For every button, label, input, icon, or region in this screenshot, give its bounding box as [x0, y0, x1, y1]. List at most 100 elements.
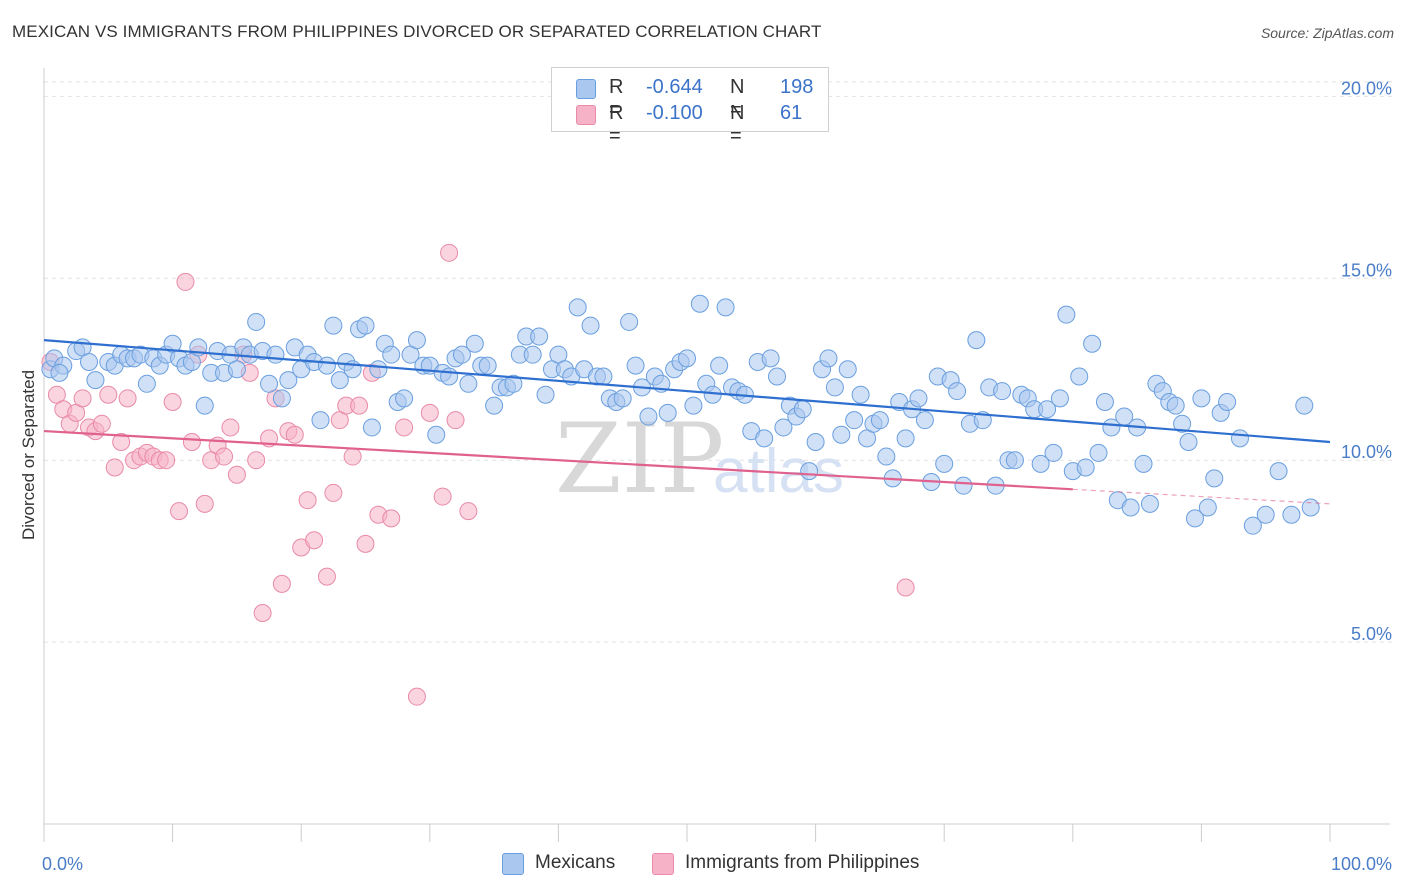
bottom-legend-swatch — [652, 853, 674, 875]
data-point — [266, 345, 285, 364]
data-point — [485, 396, 504, 415]
data-point — [446, 411, 465, 430]
data-point — [1198, 498, 1217, 517]
data-point — [1166, 396, 1185, 415]
data-point — [1269, 462, 1288, 481]
data-point — [620, 312, 639, 331]
data-point — [260, 374, 279, 393]
data-point — [330, 371, 349, 390]
data-point — [703, 385, 722, 404]
data-point — [1044, 443, 1063, 462]
y-tick-label: 20.0% — [1341, 78, 1392, 98]
trend-lines — [43, 339, 1331, 505]
bottom-legend-label: Mexicans — [535, 852, 616, 873]
legend-r-label: R = — [609, 102, 624, 147]
legend-n-label: N = — [730, 76, 745, 121]
data-point — [272, 389, 291, 408]
data-point — [825, 378, 844, 397]
data-point — [356, 316, 375, 335]
data-point — [459, 502, 478, 521]
y-axis-label: Divorced or Separated — [19, 370, 38, 540]
data-point — [285, 425, 304, 444]
axes — [43, 68, 1390, 842]
trend-line — [43, 339, 1331, 444]
correlation-legend: R = -0.644 N = 198 R = -0.100 N = 61 — [551, 67, 829, 147]
y-tick-label: 5.0% — [1351, 624, 1392, 644]
data-point — [1256, 505, 1275, 524]
data-point — [800, 462, 819, 481]
data-point — [690, 294, 709, 313]
data-point — [658, 403, 677, 422]
data-point — [137, 374, 156, 393]
data-point — [755, 429, 774, 448]
data-point — [80, 352, 99, 371]
data-point — [382, 509, 401, 528]
data-point — [1192, 389, 1211, 408]
legend-r-value: -0.644 — [646, 76, 703, 98]
data-point — [215, 447, 234, 466]
data-point — [1243, 516, 1262, 535]
data-point — [1095, 392, 1114, 411]
chart-title: MEXICAN VS IMMIGRANTS FROM PHILIPPINES D… — [12, 22, 822, 41]
data-point — [452, 345, 471, 364]
data-point — [806, 433, 825, 451]
series-mexicans-points — [41, 294, 1320, 535]
y-tick-label: 10.0% — [1341, 442, 1392, 462]
data-point — [1121, 498, 1140, 517]
data-point — [1179, 433, 1198, 451]
data-point — [427, 425, 446, 444]
data-point — [440, 367, 459, 386]
bottom-legend-label: Immigrants from Philippines — [685, 852, 920, 873]
data-point — [523, 345, 542, 364]
data-point — [433, 487, 452, 506]
data-point — [350, 396, 369, 415]
data-point — [1005, 451, 1024, 470]
data-point — [909, 389, 928, 408]
data-point — [819, 349, 838, 368]
data-point — [870, 411, 889, 430]
data-point — [581, 316, 600, 335]
data-point — [993, 382, 1012, 401]
data-point — [459, 374, 478, 393]
data-point — [626, 356, 645, 375]
data-point — [356, 534, 375, 553]
data-point — [1076, 458, 1095, 477]
data-point — [613, 389, 632, 408]
data-point — [845, 411, 864, 430]
data-point — [1050, 389, 1069, 408]
data-point — [1218, 392, 1237, 411]
data-point — [86, 371, 105, 390]
data-point — [395, 389, 414, 408]
data-point — [1083, 334, 1102, 353]
data-point — [1031, 454, 1050, 473]
data-point — [465, 334, 484, 353]
x-tick-label: 0.0% — [42, 854, 83, 874]
data-point — [50, 363, 69, 382]
data-point — [157, 451, 176, 470]
data-point — [343, 447, 362, 466]
x-tick-label: 100.0% — [1331, 854, 1392, 874]
data-point — [182, 433, 201, 451]
data-point — [684, 396, 703, 415]
data-point — [1185, 509, 1204, 528]
data-point — [530, 327, 549, 346]
data-point — [272, 574, 291, 593]
data-point — [768, 367, 787, 386]
series-immigrants-points — [41, 87, 915, 706]
data-point — [838, 360, 857, 379]
data-point — [99, 385, 118, 404]
data-point — [305, 531, 324, 550]
data-point — [1295, 396, 1314, 415]
data-point — [954, 476, 973, 495]
data-point — [163, 392, 182, 411]
data-point — [504, 374, 523, 393]
data-point — [227, 465, 246, 484]
data-point — [1070, 367, 1089, 386]
y-tick-label: 15.0% — [1341, 260, 1392, 280]
data-point — [382, 345, 401, 364]
data-point — [73, 389, 92, 408]
data-point — [1038, 400, 1057, 419]
data-point — [877, 447, 896, 466]
data-point — [761, 349, 780, 368]
